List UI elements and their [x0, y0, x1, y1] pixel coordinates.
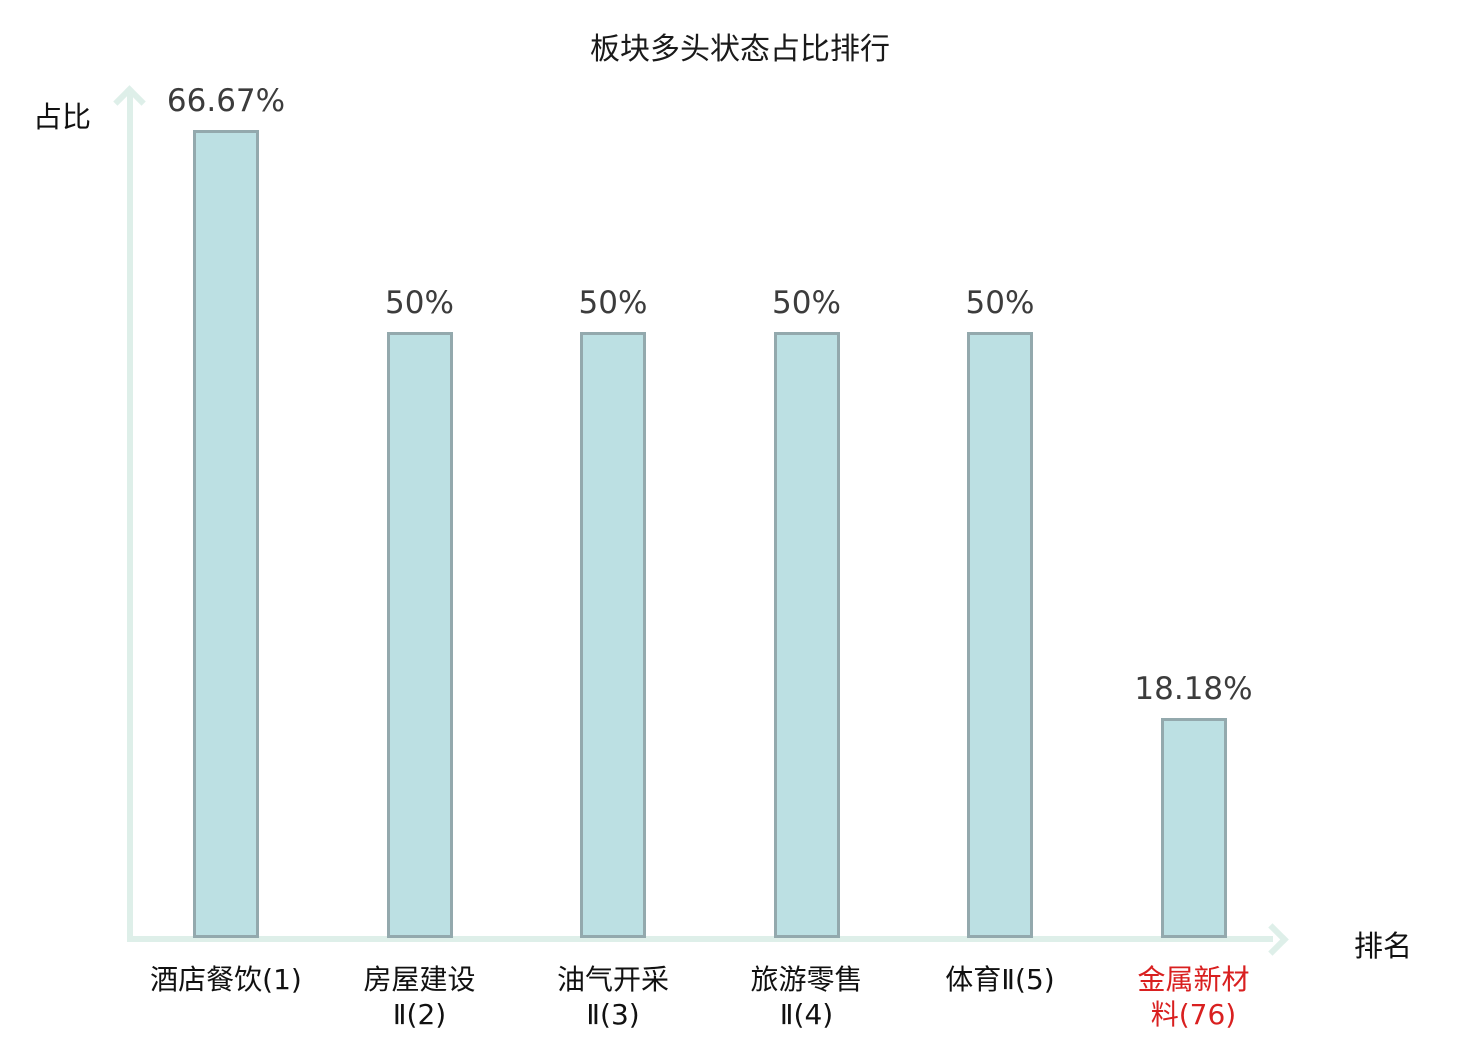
y-axis-label: 占比: [33, 100, 92, 134]
bar-category-label: 酒店餐饮(1): [150, 963, 302, 996]
bar-value-label: 18.18%: [1134, 671, 1253, 707]
bar-value-label: 50%: [772, 285, 841, 321]
bar-value-label: 50%: [385, 285, 454, 321]
bar-category-label: 旅游零售 Ⅱ(4): [750, 963, 863, 1031]
x-axis-line: [127, 936, 1273, 942]
bar-category-label: 金属新材 料(76): [1137, 963, 1250, 1031]
x-axis-label: 排名: [1354, 929, 1413, 963]
bar: [580, 332, 646, 938]
bar-value-label: 50%: [578, 285, 648, 321]
bar: [967, 332, 1033, 938]
x-axis-arrow-right-icon: [1256, 923, 1289, 956]
bar-value-label: 66.67%: [166, 83, 286, 119]
chart-title: 板块多头状态占比排行: [590, 32, 890, 67]
bar: [773, 332, 840, 938]
y-axis-line: [127, 94, 133, 940]
bar-category-label: 房屋建设 Ⅱ(2): [363, 963, 476, 1031]
bar-value-label: 50%: [965, 285, 1035, 321]
bar: [1160, 718, 1227, 938]
bar-category-label: 油气开采 Ⅱ(3): [556, 963, 669, 1031]
bar: [386, 332, 453, 938]
bar: [193, 130, 259, 938]
bar-category-label: 体育Ⅱ(5): [945, 963, 1055, 996]
